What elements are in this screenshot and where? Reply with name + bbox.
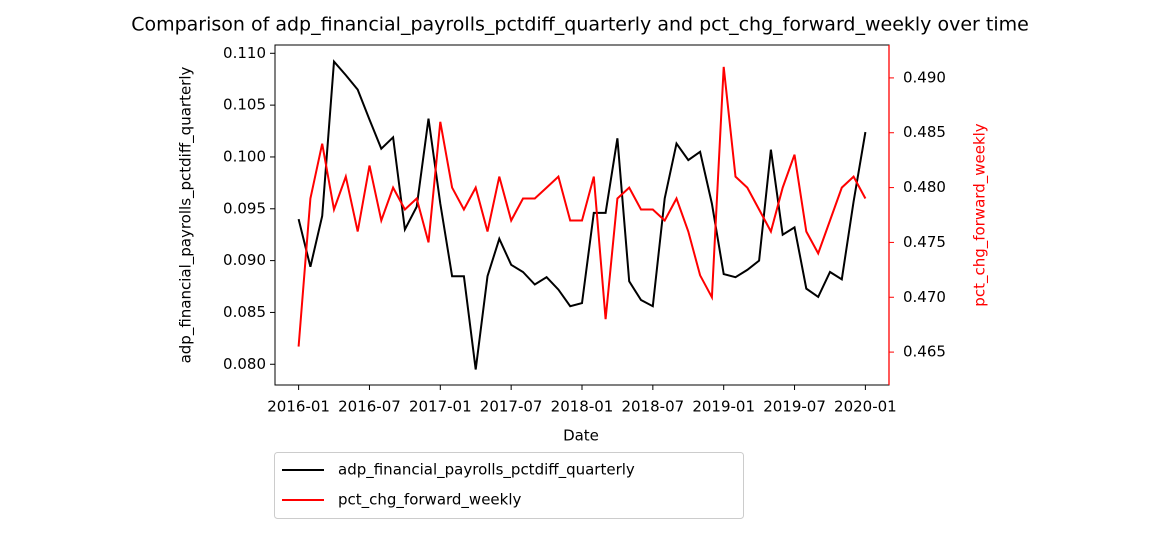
- x-axis-label: Date: [563, 427, 599, 445]
- axes-frame: [274, 44, 890, 386]
- x-tick-label: 2017-01: [409, 398, 472, 416]
- y2-tick-label: 0.475: [903, 233, 946, 251]
- y-tick-label: 0.110: [223, 44, 266, 62]
- y-tick-label: 0.090: [223, 251, 266, 269]
- x-tick-label: 2018-01: [551, 398, 614, 416]
- y2-tick-label: 0.485: [903, 123, 946, 141]
- y2-tick-label: 0.480: [903, 178, 946, 196]
- y-axis-label: adp_financial_payrolls_pctdiff_quarterly: [177, 66, 196, 363]
- x-tick-label: 2018-07: [622, 398, 685, 416]
- x-tick-label: 2019-07: [763, 398, 826, 416]
- chart-title: Comparison of adp_financial_payrolls_pct…: [131, 14, 1029, 36]
- series-line: [297, 66, 867, 347]
- legend-label: adp_financial_payrolls_pctdiff_quarterly: [338, 461, 635, 480]
- y-tick-label: 0.100: [223, 147, 266, 165]
- x-tick-label: 2019-01: [692, 398, 755, 416]
- legend-label: pct_chg_forward_weekly: [338, 491, 522, 510]
- x-tick-label: 2016-07: [338, 398, 401, 416]
- y-tick-label: 0.105: [223, 96, 266, 114]
- y2-tick-label: 0.490: [903, 68, 946, 86]
- series-line: [297, 59, 867, 370]
- y2-axis-label: pct_chg_forward_weekly: [971, 123, 990, 307]
- y-tick-label: 0.085: [223, 303, 266, 321]
- x-tick-label: 2020-01: [834, 398, 897, 416]
- y2-tick-label: 0.465: [903, 343, 946, 361]
- x-tick-label: 2016-01: [267, 398, 330, 416]
- y2-tick-label: 0.470: [903, 288, 946, 306]
- y-tick-label: 0.080: [223, 355, 266, 373]
- x-tick-label: 2017-07: [480, 398, 543, 416]
- legend-box: [274, 452, 744, 519]
- y-tick-label: 0.095: [223, 199, 266, 217]
